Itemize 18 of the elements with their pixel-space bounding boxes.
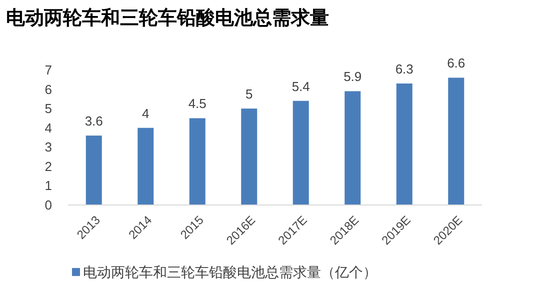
y-tick-label: 2 [44, 158, 52, 174]
data-label: 5.4 [292, 78, 310, 94]
data-label: 3.6 [84, 114, 103, 129]
y-tick-label: 7 [44, 62, 52, 78]
data-label: 5 [246, 86, 253, 102]
data-label: 6.6 [447, 56, 466, 71]
legend-label: 电动两轮车和三轮车铅酸电池总需求量（亿个） [83, 264, 377, 280]
data-label: 4 [142, 106, 150, 121]
y-tick-label: 6 [44, 82, 52, 97]
data-label: 6.3 [395, 62, 414, 76]
y-tick-label: 3 [44, 140, 52, 155]
y-tick-label: 0 [44, 198, 52, 212]
data-label: 4.5 [188, 96, 206, 112]
y-tick-label: 4 [44, 120, 52, 136]
y-tick-label: 5 [44, 101, 52, 116]
y-tick-label: 1 [44, 178, 52, 194]
chart-title: 电动两轮车和三轮车铅酸电池总需求量 [6, 7, 329, 29]
data-label: 5.9 [344, 69, 362, 84]
